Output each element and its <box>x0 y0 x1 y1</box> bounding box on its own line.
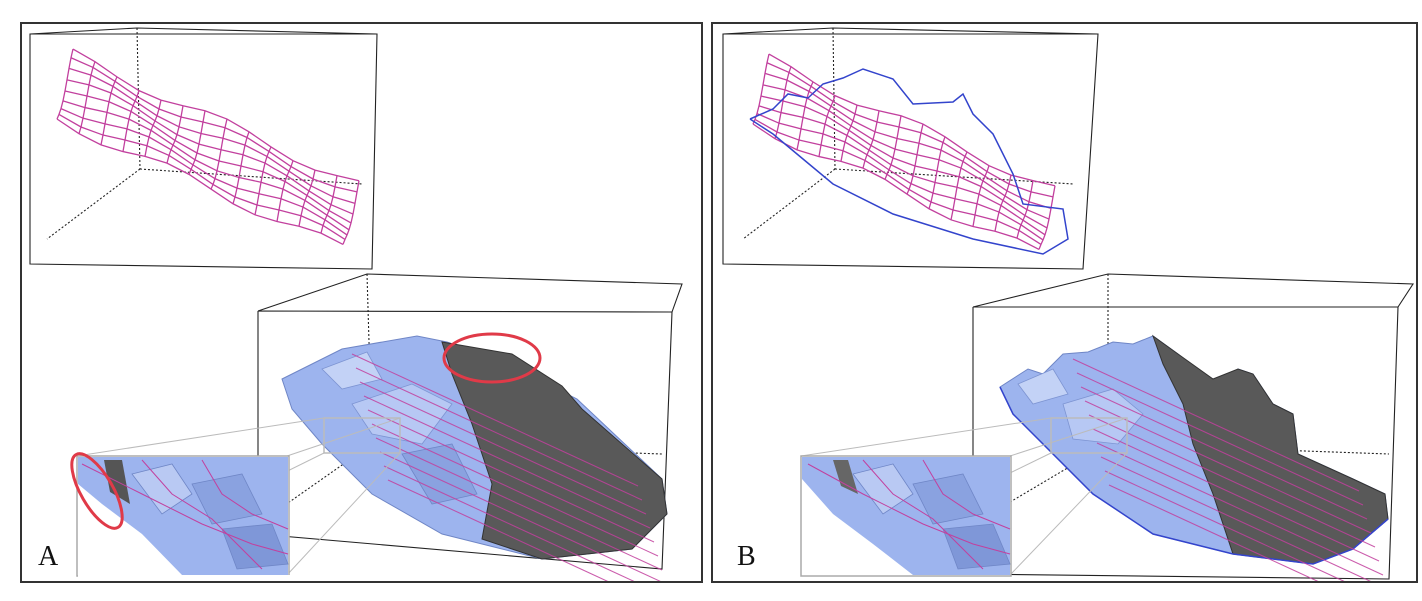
surface-mesh-overlay <box>351 353 663 581</box>
zoom-inset <box>800 417 1128 577</box>
edge-circle <box>70 452 124 530</box>
panel-b-label: B <box>737 541 756 572</box>
upper-bounding-box <box>722 27 1099 270</box>
upper-boundary-outline <box>749 68 1069 255</box>
upper-node-grid <box>752 53 1056 251</box>
zoom-inset <box>76 417 401 577</box>
panel-b-figure <box>722 27 1414 581</box>
panel-a-label: A <box>38 541 59 572</box>
triangulated-surface <box>999 334 1389 565</box>
panel-b: B <box>711 22 1418 583</box>
panel-a: A <box>20 22 703 583</box>
panel-a-figure <box>29 27 683 581</box>
upper-bounding-box <box>29 27 378 270</box>
upper-node-grid <box>56 48 360 246</box>
surface-mesh-overlay <box>1072 358 1384 581</box>
fold-circle <box>442 332 542 384</box>
